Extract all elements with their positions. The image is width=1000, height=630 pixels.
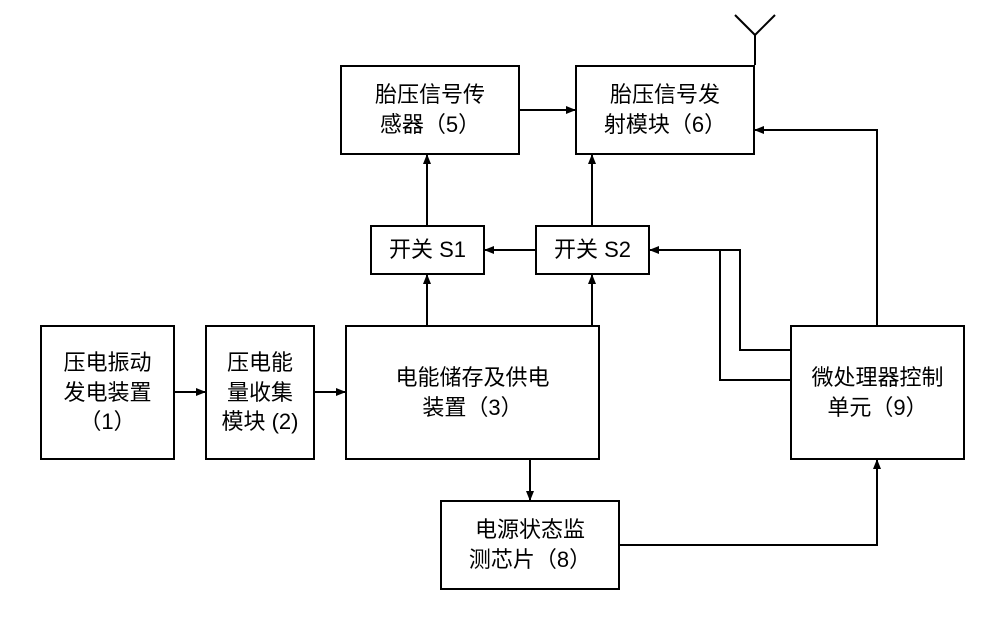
node-b3: 电能储存及供电装置（3） bbox=[345, 325, 600, 460]
node-b1: 压电振动发电装置（1） bbox=[40, 325, 175, 460]
node-s2: 开关 S2 bbox=[535, 225, 650, 275]
node-b6: 胎压信号发射模块（6） bbox=[575, 65, 755, 155]
edge-b9-b6 bbox=[755, 130, 877, 325]
edge-b9-s2 bbox=[650, 250, 790, 350]
node-b5: 胎压信号传感器（5） bbox=[340, 65, 520, 155]
node-b9: 微处理器控制单元（9） bbox=[790, 325, 965, 460]
edge-b8-b9 bbox=[620, 460, 877, 545]
node-b8: 电源状态监测芯片（8） bbox=[440, 500, 620, 590]
diagram-canvas: 压电振动发电装置（1） 压电能量收集模块 (2) 电能储存及供电装置（3） 开关 S1… bbox=[0, 0, 1000, 630]
node-b2: 压电能量收集模块 (2) bbox=[205, 325, 315, 460]
node-s1: 开关 S1 bbox=[370, 225, 485, 275]
antenna-icon bbox=[735, 15, 775, 65]
